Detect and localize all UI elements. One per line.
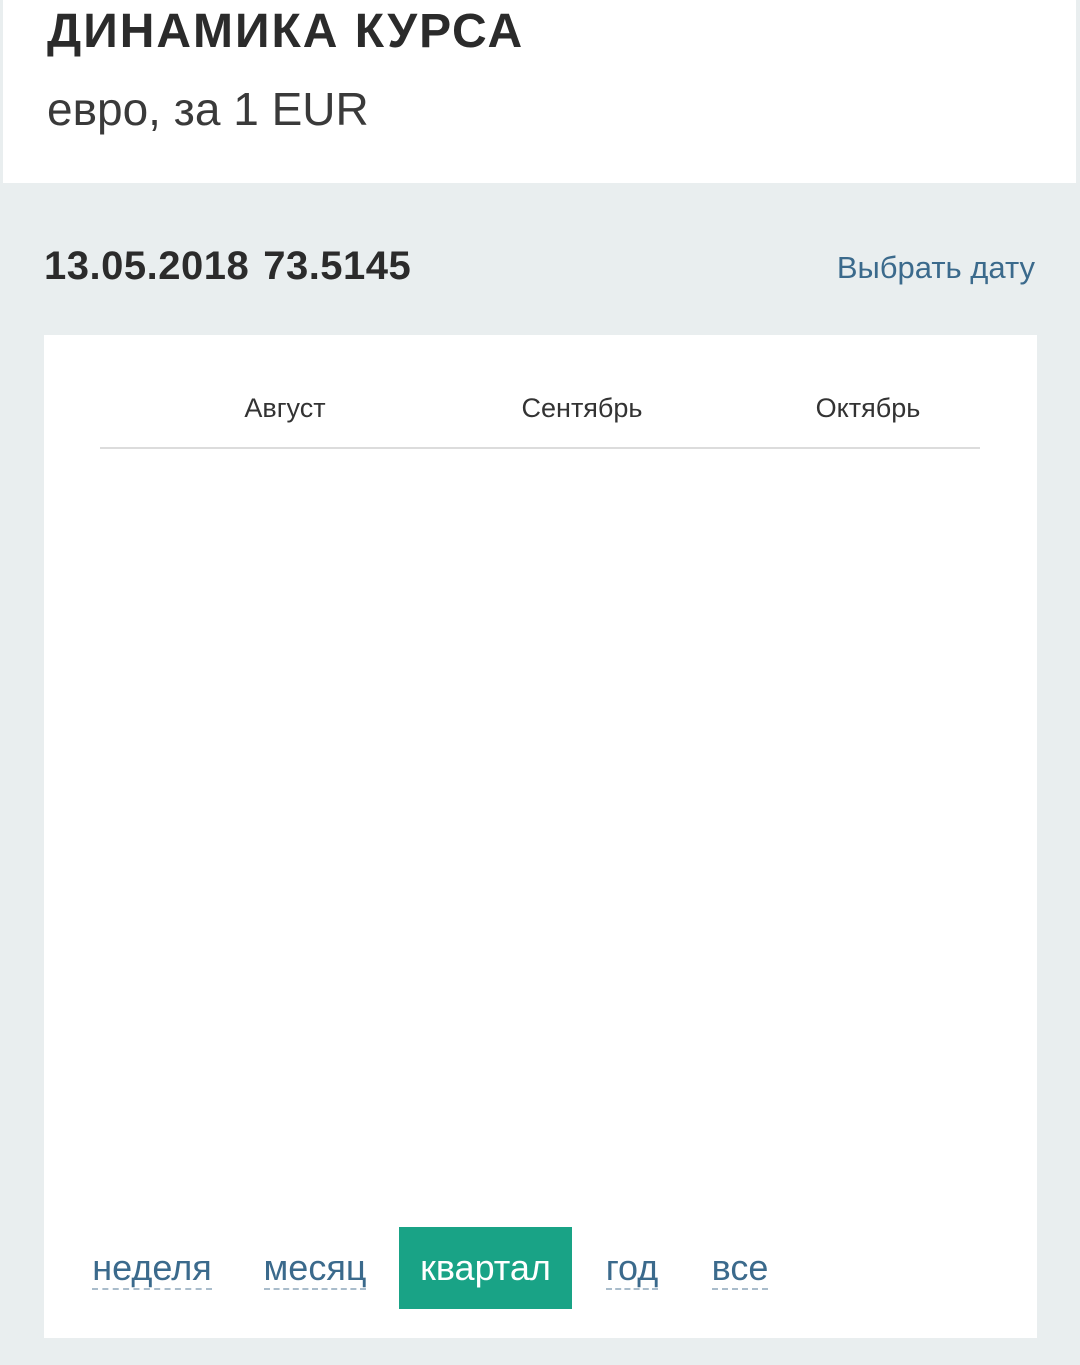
- period-quarter[interactable]: квартал: [399, 1227, 572, 1309]
- period-selector: неделя месяц квартал год все: [44, 1227, 1037, 1309]
- chart-card: 7274767880АвгустСентябрьОктябрь неделя м…: [44, 335, 1037, 1338]
- period-week[interactable]: неделя: [82, 1227, 222, 1309]
- period-month[interactable]: месяц: [250, 1227, 380, 1309]
- period-year-label: год: [605, 1247, 659, 1290]
- rate-chart: 7274767880АвгустСентябрьОктябрь: [100, 393, 980, 449]
- current-value: 73.5145: [263, 244, 412, 288]
- x-tick-label-1: Сентябрь: [522, 393, 643, 423]
- pick-date-link[interactable]: Выбрать дату: [836, 250, 1035, 285]
- period-quarter-label: квартал: [420, 1247, 551, 1288]
- page-title: ДИНАМИКА КУРСА: [47, 5, 525, 58]
- current-date: 13.05.2018: [44, 244, 250, 288]
- current-rate: 13.05.2018 73.5145: [44, 244, 411, 289]
- x-tick-label-0: Август: [244, 393, 325, 423]
- period-year[interactable]: год: [594, 1227, 670, 1309]
- period-month-label: месяц: [263, 1247, 367, 1290]
- header-card: ДИНАМИКА КУРСА евро, за 1 EUR: [3, 0, 1076, 183]
- period-all[interactable]: все: [700, 1227, 780, 1309]
- period-all-label: все: [711, 1247, 769, 1290]
- period-week-label: неделя: [92, 1247, 212, 1290]
- x-tick-label-2: Октябрь: [816, 393, 921, 423]
- currency-subtitle: евро, за 1 EUR: [47, 83, 369, 135]
